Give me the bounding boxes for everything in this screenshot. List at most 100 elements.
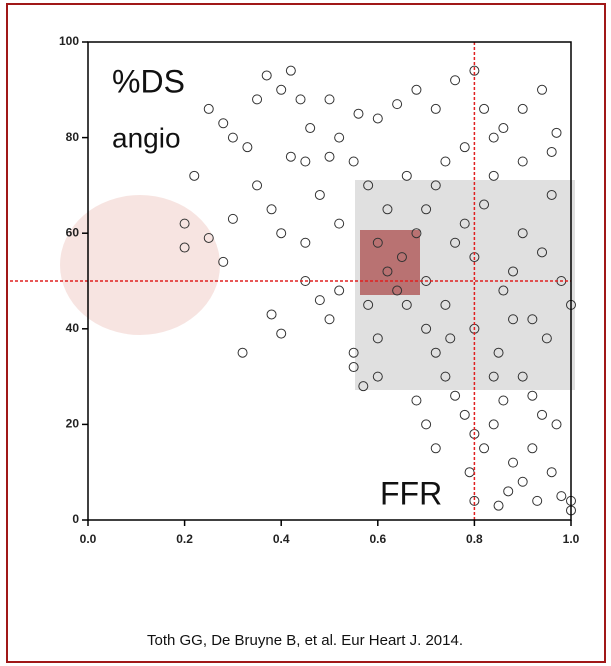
point	[324, 94, 335, 105]
point	[252, 180, 263, 191]
point	[430, 103, 441, 114]
point	[508, 314, 519, 325]
point	[421, 323, 432, 334]
point	[532, 495, 543, 506]
point	[479, 199, 490, 210]
point	[348, 362, 359, 373]
point	[517, 476, 528, 487]
point	[266, 309, 277, 320]
point	[227, 132, 238, 143]
point	[498, 395, 509, 406]
point	[440, 156, 451, 167]
y-tick-label: 20	[66, 417, 80, 431]
point	[334, 218, 345, 229]
point	[305, 123, 316, 134]
y-tick-label: 60	[66, 225, 80, 239]
point	[285, 151, 296, 162]
point	[546, 189, 557, 200]
point	[203, 232, 214, 243]
point	[551, 419, 562, 430]
point	[372, 371, 383, 382]
point	[421, 204, 432, 215]
point	[450, 237, 461, 248]
point	[508, 266, 519, 277]
point	[334, 132, 345, 143]
y-tick-label: 100	[59, 34, 79, 48]
x-tick-label: 0.0	[80, 532, 97, 546]
point	[546, 467, 557, 478]
point	[261, 70, 272, 81]
point	[353, 108, 364, 119]
point	[392, 285, 403, 296]
dense-cloud	[355, 180, 575, 390]
x-tick-label: 1.0	[563, 532, 580, 546]
point	[411, 228, 422, 239]
point	[324, 151, 335, 162]
point	[541, 333, 552, 344]
point	[179, 242, 190, 253]
point	[392, 99, 403, 110]
plot-frame	[87, 41, 572, 521]
point	[285, 65, 296, 76]
point	[314, 295, 325, 306]
point	[421, 419, 432, 430]
y-tick-label: 40	[66, 321, 80, 335]
point	[276, 84, 287, 95]
point	[445, 333, 456, 344]
point	[401, 170, 412, 181]
point	[363, 180, 374, 191]
point	[551, 127, 562, 138]
point	[382, 204, 393, 215]
point	[401, 299, 412, 310]
point	[300, 156, 311, 167]
y-tick-label: 0	[72, 512, 79, 526]
point	[517, 371, 528, 382]
point	[227, 213, 238, 224]
point	[358, 381, 369, 392]
point	[252, 94, 263, 105]
point	[396, 252, 407, 263]
point	[450, 390, 461, 401]
point	[537, 247, 548, 258]
point	[479, 103, 490, 114]
point	[203, 103, 214, 114]
point	[237, 347, 248, 358]
point	[276, 328, 287, 339]
point	[498, 285, 509, 296]
point	[348, 156, 359, 167]
point	[527, 390, 538, 401]
point	[493, 500, 504, 511]
point	[314, 189, 325, 200]
point	[493, 347, 504, 358]
point	[218, 256, 229, 267]
point	[430, 347, 441, 358]
annotation-ds: %DS	[112, 63, 185, 99]
point	[348, 347, 359, 358]
point	[517, 156, 528, 167]
point	[469, 65, 480, 76]
point	[372, 333, 383, 344]
watermark-mark	[360, 230, 420, 295]
point	[372, 237, 383, 248]
point	[488, 170, 499, 181]
point	[179, 218, 190, 229]
x-tick-label: 0.4	[273, 532, 290, 546]
point	[430, 180, 441, 191]
point	[527, 314, 538, 325]
point	[459, 218, 470, 229]
point	[411, 84, 422, 95]
point	[556, 491, 567, 502]
point	[479, 443, 490, 454]
point	[537, 409, 548, 420]
x-tick-label: 0.6	[369, 532, 386, 546]
slide-border	[6, 3, 606, 663]
point	[372, 113, 383, 124]
point	[469, 495, 480, 506]
point	[276, 228, 287, 239]
point	[266, 204, 277, 215]
watermark-logo	[60, 195, 220, 335]
point	[517, 103, 528, 114]
point	[459, 142, 470, 153]
point	[488, 132, 499, 143]
